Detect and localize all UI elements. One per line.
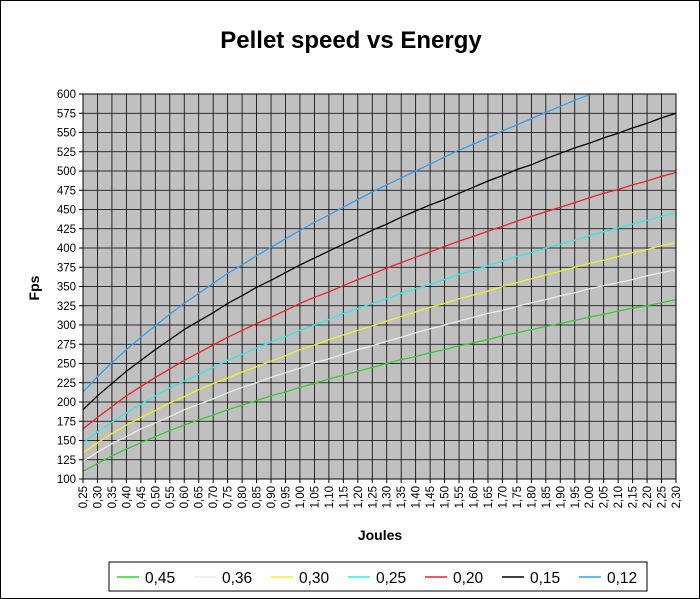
- x-tick-label: 0,80: [237, 486, 249, 508]
- x-tick-label: 0,55: [165, 486, 177, 508]
- x-tick-label: 1,20: [353, 486, 365, 508]
- x-tick-label: 1,15: [338, 486, 350, 508]
- x-tick-label: 2,15: [628, 486, 640, 508]
- series-line-0-25: [83, 211, 676, 444]
- x-tick-label: 1,45: [425, 486, 437, 508]
- x-tick-label: 0,75: [223, 486, 235, 508]
- x-tick-label: 2,25: [657, 486, 669, 508]
- series-line-0-12: [83, 94, 593, 393]
- x-tick-label: 1,65: [483, 486, 495, 508]
- y-tick-label: 200: [57, 397, 76, 409]
- y-tick-label: 225: [57, 378, 76, 390]
- y-tick-label: 525: [57, 147, 76, 159]
- legend-label: 0,12: [607, 570, 637, 587]
- x-tick-label: 1,90: [555, 486, 567, 508]
- x-tick-label: 0,90: [266, 486, 278, 508]
- x-tick-label: 0,30: [92, 486, 104, 508]
- x-tick-label: 1,75: [512, 486, 524, 508]
- x-tick-label: 1,35: [396, 486, 408, 508]
- x-tick-label: 1,70: [497, 486, 509, 508]
- x-tick-label: 0,70: [208, 486, 220, 508]
- x-tick-label: 0,85: [252, 486, 264, 508]
- x-tick-label: 1,05: [309, 486, 321, 508]
- x-tick-label: 0,50: [150, 486, 162, 508]
- x-tick-label: 0,25: [78, 486, 90, 508]
- x-tick-label: 1,80: [526, 486, 538, 508]
- x-tick-label: 2,30: [671, 486, 683, 508]
- x-tick-label: 1,25: [367, 486, 379, 508]
- legend-label: 0,20: [453, 570, 484, 587]
- x-tick-label: 1,40: [411, 486, 423, 508]
- y-tick-label: 175: [57, 416, 76, 428]
- x-tick-label: 0,45: [136, 486, 148, 508]
- legend-label: 0,25: [376, 570, 406, 587]
- x-tick-label: 0,35: [107, 486, 119, 508]
- y-tick-label: 450: [57, 205, 76, 217]
- x-tick-label: 1,10: [324, 486, 336, 508]
- legend-label: 0,45: [145, 570, 175, 587]
- y-tick-label: 500: [57, 166, 76, 178]
- x-tick-label: 2,00: [584, 486, 596, 508]
- y-tick-label: 375: [57, 262, 76, 274]
- legend-label: 0,36: [222, 570, 252, 587]
- plot-border: [82, 93, 677, 480]
- y-tick-label: 275: [57, 339, 76, 351]
- y-tick-label: 575: [57, 108, 76, 120]
- x-tick-label: 2,05: [599, 486, 611, 508]
- legend-label: 0,30: [299, 570, 330, 587]
- x-tick-label: 1,30: [382, 486, 394, 508]
- x-tick-label: 1,55: [454, 486, 466, 508]
- y-tick-label: 475: [57, 185, 76, 197]
- series-line-0-20: [83, 171, 676, 430]
- legend-label: 0,15: [530, 570, 560, 587]
- y-tick-label: 125: [57, 455, 76, 467]
- y-tick-label: 150: [57, 436, 76, 448]
- x-tick-label: 1,50: [440, 486, 452, 508]
- x-axis-title: Joules: [358, 527, 403, 543]
- x-tick-label: 2,20: [642, 486, 654, 508]
- x-tick-label: 0,95: [280, 486, 292, 508]
- series-line-0-36: [83, 268, 676, 462]
- y-tick-label: 300: [57, 320, 76, 332]
- x-tick-label: 2,10: [613, 486, 625, 508]
- chart-title: Pellet speed vs Energy: [220, 27, 482, 54]
- legend: 0,45 0,36 0,30 0,25 0,20 0,15 0,12: [108, 561, 648, 592]
- y-axis-title: Fps: [26, 275, 42, 300]
- series-line-0-45: [83, 298, 676, 472]
- x-tick-label: 1,00: [295, 486, 307, 508]
- y-tick-label: 425: [57, 224, 76, 236]
- x-tick-label: 0,60: [179, 486, 191, 508]
- x-tick-label: 0,65: [194, 486, 206, 508]
- y-tick-label: 100: [57, 474, 76, 486]
- x-tick-label: 0,40: [121, 486, 133, 508]
- series-line-0-30: [83, 241, 676, 454]
- x-tick-label: 1,85: [541, 486, 553, 508]
- y-tick-label: 350: [57, 282, 76, 294]
- series-line-0-15: [83, 112, 676, 411]
- y-tick-label: 400: [57, 243, 76, 255]
- y-tick-label: 600: [57, 89, 76, 101]
- series-group: [83, 94, 676, 472]
- x-tick-label: 1,95: [570, 486, 582, 508]
- y-tick-label: 550: [57, 128, 76, 140]
- x-tick-label: 1,60: [469, 486, 481, 508]
- y-tick-label: 325: [57, 301, 76, 313]
- plot-area: 100 125 150 175 200 225 250 275 300 325 350 375 400 4…: [57, 89, 683, 508]
- y-tick-label: 250: [57, 359, 76, 371]
